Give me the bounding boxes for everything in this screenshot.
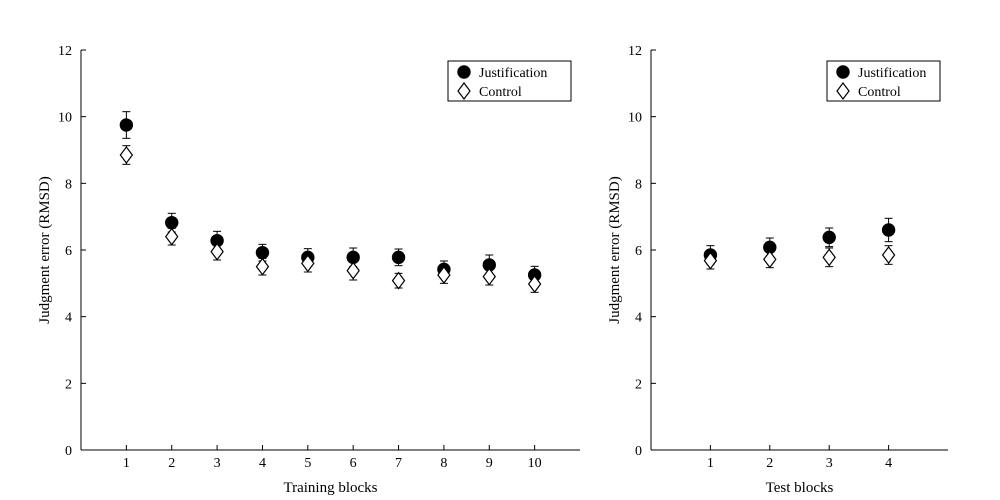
y-axis-label: Judgment error (RMSD) (37, 176, 53, 323)
x-tick-label: 9 (486, 456, 493, 471)
data-point (255, 257, 270, 276)
data-point (301, 254, 315, 273)
legend-marker (457, 65, 471, 79)
legend-marker (836, 82, 850, 100)
series-control (703, 245, 896, 270)
data-point (119, 118, 134, 132)
x-tick-label: 3 (826, 456, 833, 471)
y-tick-label: 10 (58, 111, 72, 126)
data-point (703, 251, 718, 270)
y-tick-label: 4 (635, 311, 642, 326)
x-axis-label: Test blocks (766, 480, 834, 496)
legend-label: Justification (479, 66, 547, 81)
legend-marker (457, 82, 471, 100)
x-tick-label: 2 (168, 456, 175, 471)
data-point (210, 242, 224, 261)
legend-marker (836, 65, 850, 79)
data-point (763, 250, 777, 269)
x-axis-label: Training blocks (283, 480, 377, 496)
data-point (437, 266, 451, 284)
data-point (255, 245, 270, 260)
y-tick-label: 0 (635, 444, 642, 459)
data-point (822, 248, 836, 267)
y-tick-label: 2 (65, 377, 72, 392)
data-point (346, 261, 360, 280)
data-point (391, 250, 406, 265)
data-point (527, 275, 542, 293)
y-axis-label: Judgment error (RMSD) (607, 176, 623, 323)
y-tick-label: 8 (635, 177, 642, 192)
y-tick-label: 6 (65, 244, 72, 259)
legend-label: Justification (858, 66, 926, 81)
data-point (881, 223, 896, 237)
data-point (165, 215, 179, 230)
legend-label: Control (858, 85, 901, 100)
data-point (391, 271, 406, 290)
y-tick-label: 6 (635, 244, 642, 259)
y-tick-label: 10 (628, 111, 642, 126)
x-tick-label: 3 (214, 456, 221, 471)
data-point (482, 267, 497, 286)
series-control (119, 145, 542, 293)
x-tick-label: 4 (885, 456, 892, 471)
series-justification (703, 217, 896, 265)
y-tick-label: 0 (65, 444, 72, 459)
x-tick-label: 2 (766, 456, 773, 471)
y-tick-label: 12 (58, 44, 72, 59)
data-point (822, 230, 836, 245)
y-tick-label: 4 (65, 311, 72, 326)
x-tick-label: 6 (350, 456, 357, 471)
x-tick-label: 1 (707, 456, 714, 471)
y-tick-label: 12 (628, 44, 642, 59)
x-tick-label: 7 (395, 456, 402, 471)
x-tick-label: 5 (304, 456, 311, 471)
legend: Justification Control (826, 60, 941, 102)
y-tick-label: 8 (65, 177, 72, 192)
x-tick-label: 4 (259, 456, 266, 471)
series-justification (119, 111, 542, 285)
data-point (119, 145, 134, 165)
legend: Justification Control (447, 60, 572, 102)
data-point (164, 227, 179, 246)
x-tick-label: 10 (528, 456, 542, 471)
x-tick-label: 8 (440, 456, 447, 471)
y-tick-label: 2 (635, 377, 642, 392)
data-point (881, 246, 896, 264)
x-tick-label: 1 (123, 456, 130, 471)
legend-label: Control (479, 85, 522, 100)
